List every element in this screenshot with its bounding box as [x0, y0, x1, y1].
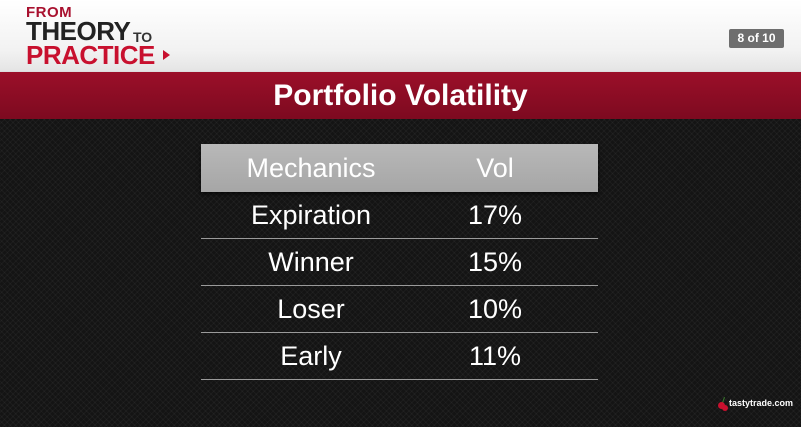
content-area: Mechanics Vol Expiration 17% Winner 15% …	[0, 119, 801, 427]
title-bar: Portfolio Volatility	[0, 72, 801, 119]
header-bar: FROM THEORY TO PRACTICE 8 of 10	[0, 0, 801, 72]
header-mechanics: Mechanics	[201, 144, 421, 192]
table-row: Loser 10%	[201, 286, 598, 333]
logo-arrow-icon	[163, 50, 170, 60]
volatility-table: Mechanics Vol Expiration 17% Winner 15% …	[201, 144, 598, 380]
row-mechanics-cell: Winner	[201, 239, 421, 285]
brand-text: tastytrade.com	[729, 398, 793, 408]
slide-title: Portfolio Volatility	[0, 78, 801, 114]
row-vol-cell: 17%	[421, 192, 569, 238]
row-mechanics-cell: Loser	[201, 286, 421, 332]
logo-practice-text: PRACTICE	[26, 42, 155, 68]
table-row: Expiration 17%	[201, 192, 598, 239]
table-row: Winner 15%	[201, 239, 598, 286]
row-mechanics-cell: Early	[201, 333, 421, 379]
row-mechanics-cell: Expiration	[201, 192, 421, 238]
table-header-row: Mechanics Vol	[201, 144, 598, 192]
header-vol: Vol	[421, 144, 569, 192]
brand-watermark: tastytrade.com	[718, 397, 796, 413]
slide-counter-badge: 8 of 10	[729, 29, 784, 48]
row-vol-cell: 10%	[421, 286, 569, 332]
cherry-icon	[722, 405, 728, 411]
row-vol-cell: 11%	[421, 333, 569, 379]
row-vol-cell: 15%	[421, 239, 569, 285]
table-row: Early 11%	[201, 333, 598, 380]
show-logo: FROM THEORY TO PRACTICE	[26, 2, 186, 68]
